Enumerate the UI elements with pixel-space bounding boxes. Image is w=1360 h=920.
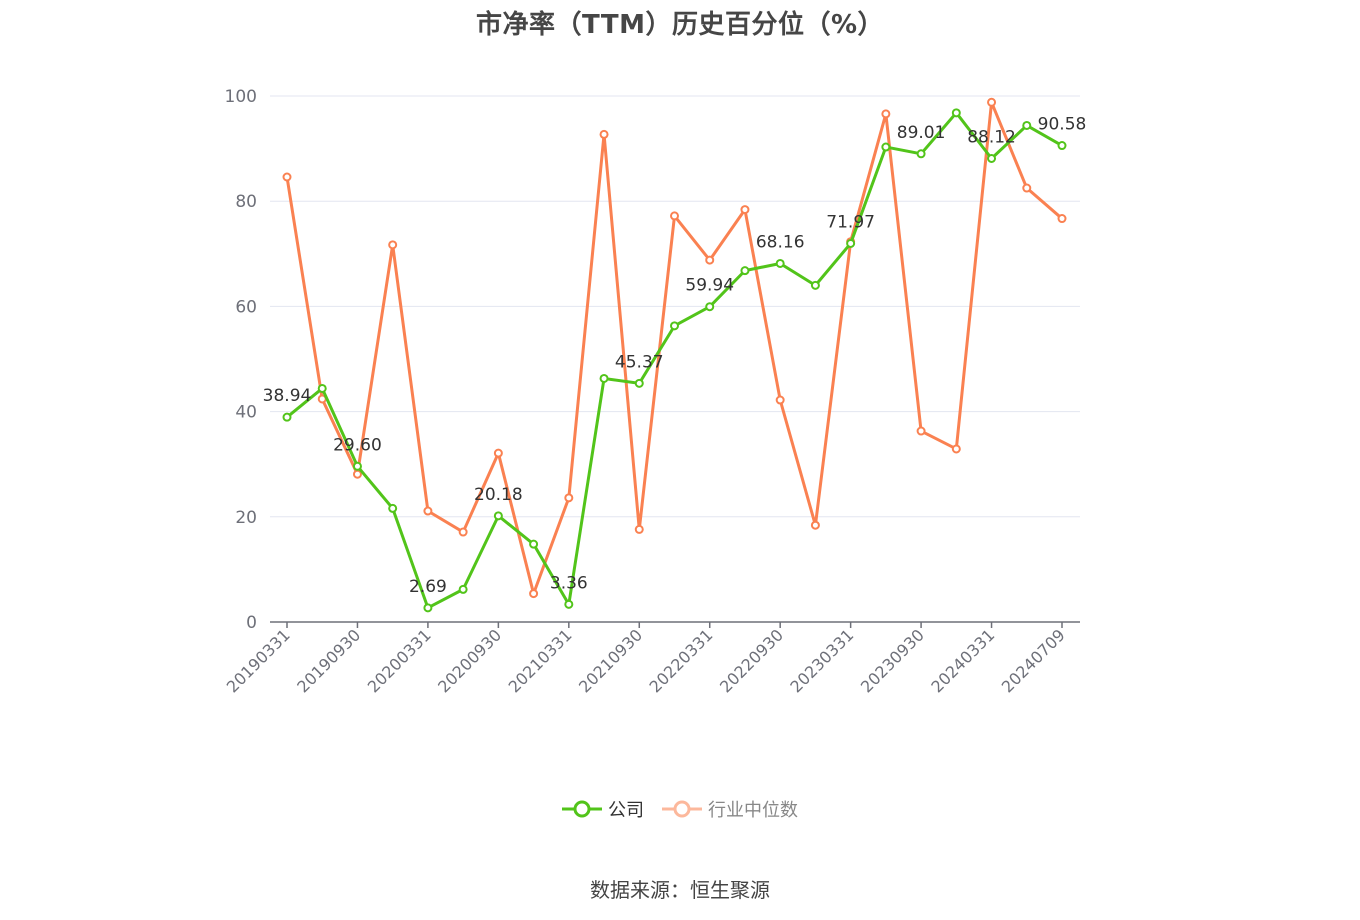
legend: 公司 行业中位数	[0, 796, 1360, 822]
data-point[interactable]	[599, 373, 609, 383]
x-tick-label: 20230331	[786, 625, 857, 696]
legend-label-company: 公司	[608, 800, 644, 821]
data-source: 数据来源：恒生聚源	[590, 878, 770, 902]
x-tick-label: 20210331	[505, 625, 576, 696]
grid-lines	[270, 95, 1080, 518]
legend-item-company[interactable]: 公司	[562, 796, 644, 822]
data-label: 90.58	[1038, 115, 1087, 135]
data-point[interactable]	[317, 383, 327, 393]
data-point[interactable]	[1057, 141, 1067, 151]
data-point[interactable]	[987, 97, 997, 107]
data-point[interactable]	[282, 412, 292, 422]
series-line	[286, 111, 1063, 610]
y-tick-label: 60	[235, 297, 257, 317]
data-point[interactable]	[951, 444, 961, 454]
y-tick-label: 0	[246, 613, 257, 633]
data-point[interactable]	[987, 153, 997, 163]
x-axis: 20190331 20190930 20200331 20200930 20210331…	[223, 621, 1080, 696]
data-label: 59.94	[685, 276, 734, 296]
data-point[interactable]	[705, 255, 715, 265]
data-label: 2.69	[409, 577, 447, 597]
data-point[interactable]	[810, 280, 820, 290]
data-point[interactable]	[775, 258, 785, 268]
company-series[interactable]	[282, 108, 1067, 613]
data-point[interactable]	[529, 589, 539, 599]
x-tick-label: 20240709	[998, 625, 1069, 696]
data-point[interactable]	[810, 520, 820, 530]
x-tick-label: 20200331	[364, 625, 435, 696]
y-tick-label: 20	[235, 508, 257, 528]
y-tick-label: 80	[235, 192, 257, 212]
data-label: 38.94	[263, 386, 312, 406]
data-point[interactable]	[634, 524, 644, 534]
data-point[interactable]	[388, 240, 398, 250]
data-point[interactable]	[881, 142, 891, 152]
data-point[interactable]	[423, 506, 433, 516]
legend-label-industry: 行业中位数	[708, 800, 798, 821]
x-tick-label: 20190930	[293, 625, 364, 696]
data-point[interactable]	[705, 302, 715, 312]
x-tick-label: 20220331	[646, 625, 717, 696]
data-point[interactable]	[1022, 183, 1032, 193]
data-point[interactable]	[670, 211, 679, 221]
data-label: 29.60	[333, 435, 382, 455]
data-label: 71.97	[826, 212, 875, 232]
data-point[interactable]	[564, 599, 574, 609]
data-point[interactable]	[458, 584, 468, 594]
y-tick-label: 100	[225, 87, 257, 107]
data-point[interactable]	[1022, 120, 1032, 130]
data-point[interactable]	[775, 395, 785, 405]
x-tick-label: 20240331	[927, 625, 998, 696]
data-point[interactable]	[916, 426, 926, 436]
legend-item-industry[interactable]: 行业中位数	[662, 796, 798, 822]
x-tick-label: 20210930	[575, 625, 646, 696]
y-axis-ticks: 0 20 40 60 80 100	[225, 87, 257, 633]
data-point[interactable]	[388, 503, 398, 513]
data-point[interactable]	[951, 108, 961, 118]
data-point[interactable]	[352, 469, 362, 479]
data-point[interactable]	[458, 527, 468, 537]
data-point[interactable]	[282, 172, 292, 182]
data-point[interactable]	[423, 603, 433, 613]
data-label: 68.16	[756, 232, 805, 252]
data-point[interactable]	[740, 266, 750, 276]
data-point[interactable]	[599, 129, 609, 139]
data-point[interactable]	[529, 539, 539, 549]
data-label: 45.37	[615, 352, 664, 372]
x-tick-label: 20200930	[434, 625, 505, 696]
industry-legend-icon	[662, 800, 702, 818]
data-point[interactable]	[493, 448, 503, 458]
data-point[interactable]	[916, 149, 926, 159]
data-label: 3.36	[550, 573, 588, 593]
x-tick-label: 20190331	[223, 625, 294, 696]
data-point[interactable]	[881, 109, 891, 119]
x-tick-label: 20230930	[857, 625, 928, 696]
data-label: 20.18	[474, 485, 523, 505]
data-point[interactable]	[670, 321, 679, 331]
data-labels: 38.94 29.60 2.69 20.18 3.36 45.37 59.94 68.16 71…	[263, 115, 1087, 597]
company-legend-icon	[562, 800, 602, 818]
data-point[interactable]	[493, 511, 503, 521]
industry-series[interactable]	[282, 97, 1067, 599]
data-point[interactable]	[564, 493, 574, 503]
data-point[interactable]	[1057, 214, 1067, 224]
series-line	[285, 100, 1063, 596]
chart-title: 市净率（TTM）历史百分位（%）	[476, 10, 884, 40]
y-tick-label: 40	[235, 403, 257, 423]
data-point[interactable]	[352, 461, 362, 471]
data-point[interactable]	[740, 205, 750, 215]
data-label: 89.01	[897, 123, 946, 143]
data-point[interactable]	[634, 378, 644, 388]
data-label: 88.12	[967, 127, 1016, 147]
x-tick-label: 20220930	[716, 625, 787, 696]
data-point[interactable]	[846, 238, 856, 248]
